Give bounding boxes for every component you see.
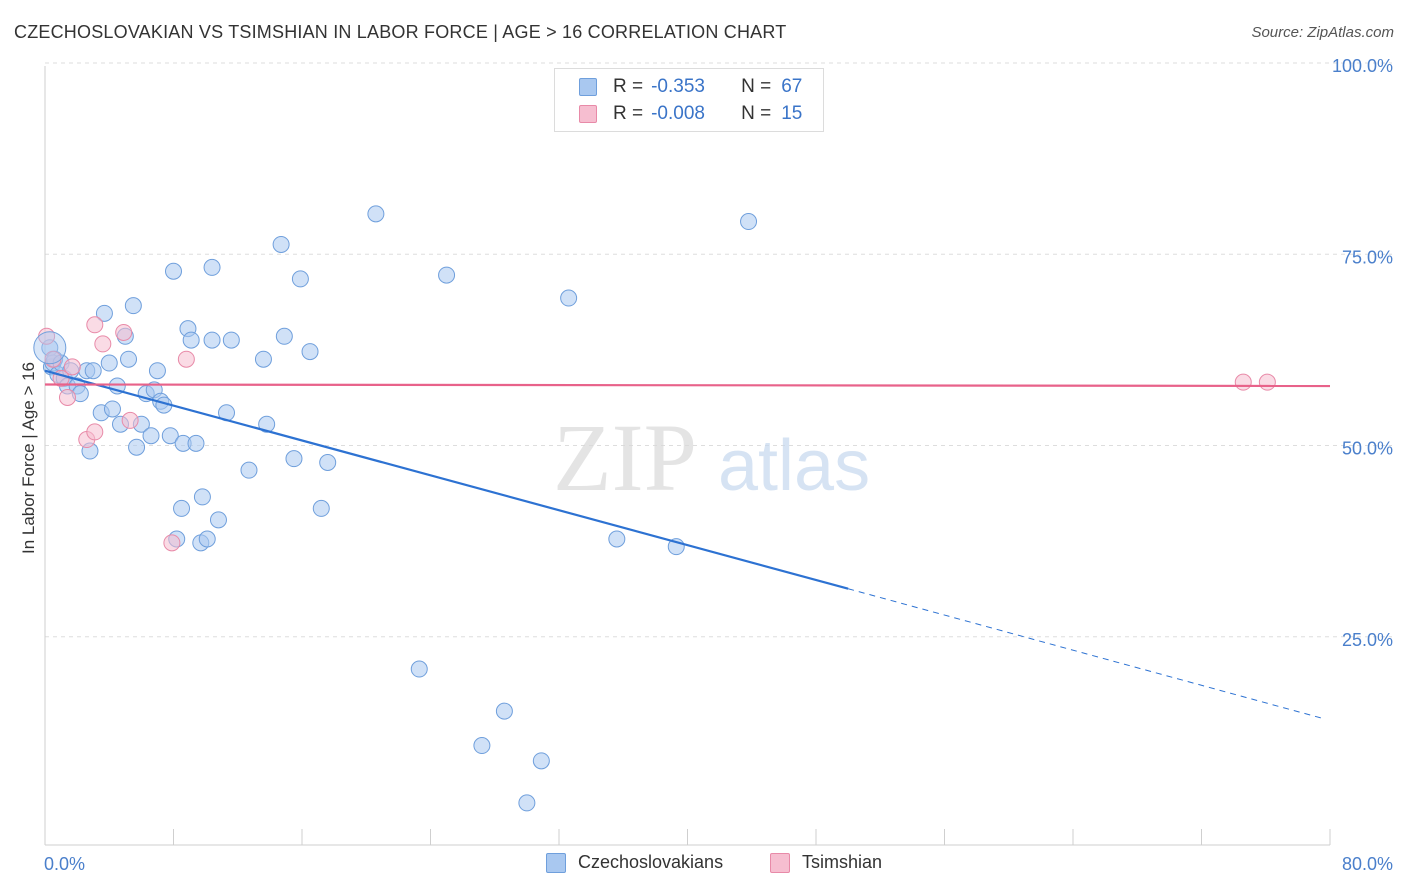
tsimshian-point [177, 350, 195, 368]
legend-row-czechoslovakians: R = -0.353 N = 67 [579, 75, 802, 99]
czechoslovakian-point [312, 499, 330, 517]
y-axis-label: In Labor Force | Age > 16 [19, 362, 38, 554]
tsimshian-trend-line [44, 383, 1331, 388]
r-value: -0.353 [651, 76, 705, 97]
blue-swatch [579, 78, 597, 96]
legend-label: Czechoslovakians [578, 852, 724, 872]
x-tick-label-max: 80.0% [1342, 854, 1393, 874]
czechoslovakian-point [103, 400, 121, 418]
tsimshian-point [163, 534, 181, 552]
czechoslovakian-point [410, 660, 428, 678]
n-label: N = [741, 76, 772, 97]
czechoslovakian-point [161, 427, 179, 445]
czechoslovakian-point [182, 331, 200, 349]
czechoslovakian-point [100, 354, 118, 372]
czechoslovakian-point [254, 350, 272, 368]
czechoslovakian-point [142, 427, 160, 445]
czechoslovakian-point [124, 297, 142, 315]
tsimshian-point [86, 423, 104, 441]
x-tick-label-min: 0.0% [44, 854, 85, 874]
czechoslovakian-point [518, 794, 536, 812]
tsimshian-point [115, 323, 133, 341]
r-value: -0.008 [651, 103, 705, 124]
y-tick-label: 50.0% [1342, 439, 1393, 459]
czechoslovakian-point [319, 454, 337, 471]
czechoslovakian-point [285, 450, 303, 468]
czechoslovakian-trend-line [44, 369, 849, 590]
tsimshian-point [1234, 373, 1252, 391]
tsimshian-point [94, 335, 112, 353]
czechoslovakian-point [84, 362, 102, 380]
czechoslovakian-point [187, 434, 205, 452]
n-value: 67 [781, 76, 803, 97]
tsimshian-point [121, 411, 139, 429]
tsimshian-point [63, 358, 81, 376]
czechoslovakian-point [209, 511, 227, 529]
czechoslovakian-point [148, 362, 166, 380]
blue-swatch [546, 852, 566, 873]
pink-swatch [579, 105, 597, 123]
n-label: N = [741, 103, 772, 124]
czechoslovakian-trend-extension [847, 588, 1325, 720]
czechoslovakian-point [291, 270, 309, 288]
legend-label: Tsimshian [802, 852, 883, 872]
czechoslovakian-point [165, 262, 182, 280]
r-label: R = [613, 76, 644, 97]
czechoslovakian-point [193, 488, 211, 506]
tsimshian-point [86, 316, 104, 334]
y-tick-label: 75.0% [1342, 247, 1393, 267]
legend-row-tsimshian: R = -0.008 N = 15 [579, 102, 802, 126]
czechoslovakian-point [560, 289, 578, 307]
czechoslovakian-point [120, 350, 138, 368]
czechoslovakian-point [95, 304, 113, 322]
tsimshian-point [1258, 373, 1276, 391]
y-tick-label: 25.0% [1342, 630, 1393, 650]
czechoslovakian-cluster-point [33, 331, 67, 365]
pink-swatch [770, 852, 790, 873]
czechoslovakian-point [438, 266, 456, 284]
czechoslovakian-point [203, 258, 221, 276]
czechoslovakian-point [173, 499, 191, 517]
czechoslovakian-point [272, 235, 290, 253]
czechoslovakian-point [532, 752, 550, 770]
chart-title: CZECHOSLOVAKIAN VS TSIMSHIAN IN LABOR FO… [14, 22, 787, 42]
czechoslovakian-point [495, 702, 513, 720]
tsimshian-point [58, 388, 76, 406]
watermark-zip: ZIP [553, 404, 697, 511]
source-label: Source: ZipAtlas.com [1251, 24, 1394, 41]
czechoslovakian-point [301, 343, 319, 361]
czechoslovakian-point [608, 530, 626, 548]
czechoslovakian-point [240, 461, 258, 479]
czechoslovakian-point [198, 530, 216, 548]
y-tick-label: 100.0% [1332, 56, 1393, 76]
czechoslovakian-point [740, 213, 758, 231]
czechoslovakian-point [367, 205, 385, 223]
czechoslovakian-point [275, 327, 293, 345]
correlation-legend: R = -0.353 N = 67 R = -0.008 N = 15 [554, 68, 824, 132]
czechoslovakian-point [258, 415, 276, 433]
czechoslovakian-point [203, 331, 221, 349]
czechoslovakian-point [222, 331, 240, 349]
r-label: R = [613, 103, 644, 124]
legend-item-czechoslovakians: Czechoslovakians [546, 852, 723, 873]
watermark-atlas: atlas [718, 426, 870, 506]
legend-item-tsimshian: Tsimshian [770, 852, 882, 873]
n-value: 15 [781, 103, 803, 124]
czechoslovakian-point [128, 438, 146, 456]
czechoslovakian-point [473, 737, 491, 755]
